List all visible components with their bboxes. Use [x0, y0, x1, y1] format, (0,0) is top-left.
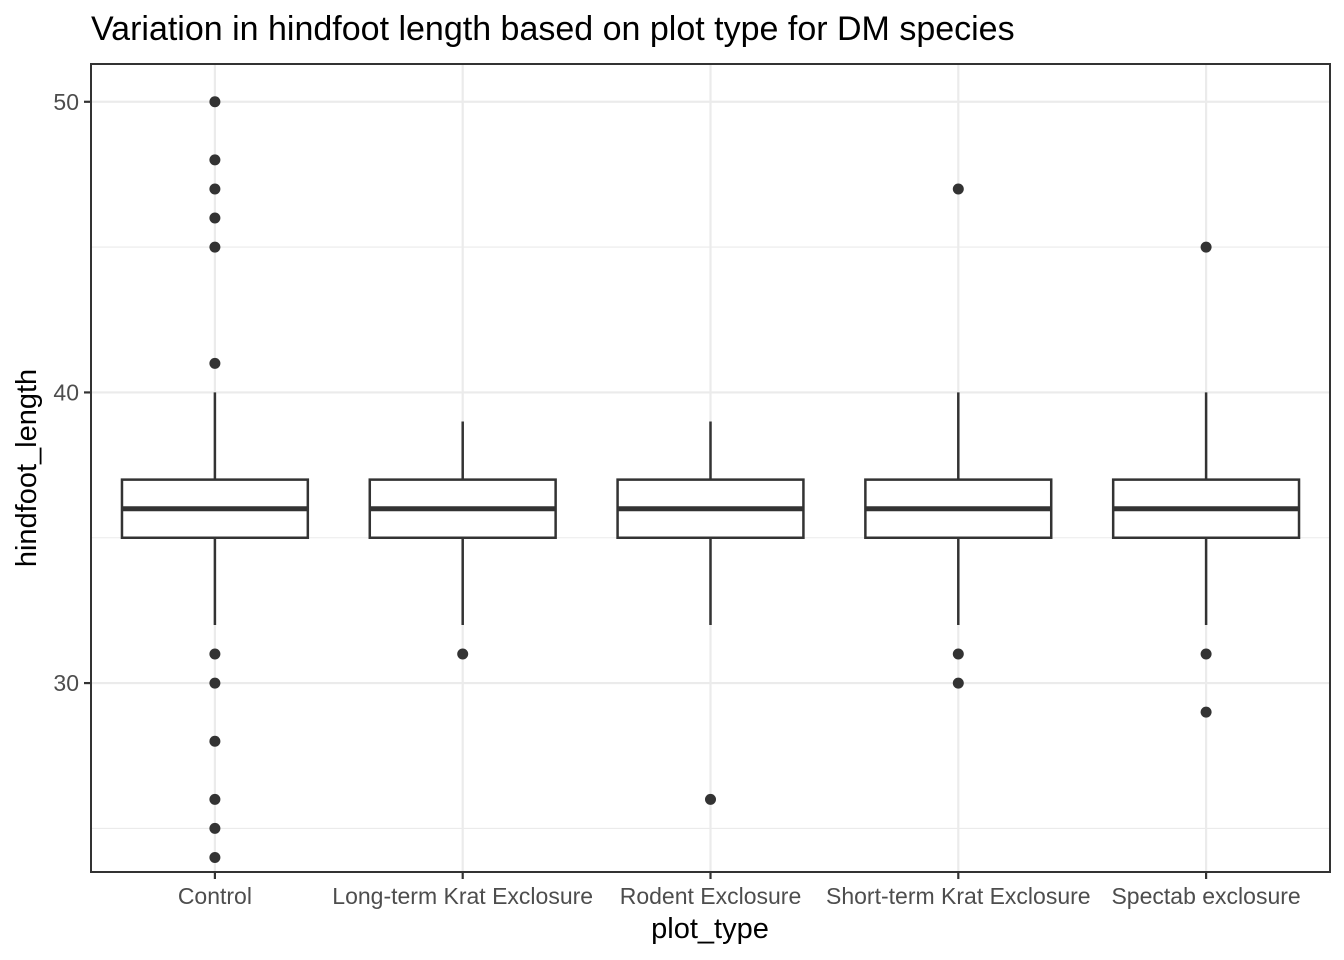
- x-tick-label: Rodent Exclosure: [620, 883, 802, 909]
- outlier-point: [209, 241, 221, 253]
- x-tick-label: Spectab exclosure: [1111, 883, 1300, 909]
- outlier-point: [209, 154, 221, 166]
- outlier-point: [1200, 648, 1212, 660]
- outlier-point: [209, 677, 221, 689]
- boxes: [120, 96, 1301, 863]
- outlier-point: [209, 793, 221, 805]
- outlier-point: [952, 677, 964, 689]
- x-axis-title: plot_type: [651, 913, 769, 945]
- outlier-point: [457, 648, 469, 660]
- outlier-point: [209, 822, 221, 834]
- outlier-point: [1200, 241, 1212, 253]
- outlier-point: [209, 357, 221, 369]
- outlier-point: [1200, 706, 1212, 718]
- outlier-point: [209, 183, 221, 195]
- y-tick-label: 30: [53, 670, 79, 696]
- outlier-point: [952, 648, 964, 660]
- outlier-point: [209, 735, 221, 747]
- box-group-long-term-krat-exclosure: [368, 421, 557, 660]
- outlier-point: [952, 183, 964, 195]
- axes: 30 40 50 Control Long-term Krat Exclosure Rod…: [53, 89, 1300, 909]
- y-axis-title: hindfoot_length: [11, 369, 43, 567]
- outlier-point: [209, 96, 221, 108]
- box-group-short-term-krat-exclosure: [864, 183, 1053, 689]
- x-tick-label: Short-term Krat Exclosure: [826, 883, 1091, 909]
- y-tick-label: 50: [53, 89, 79, 115]
- y-tick-label: 40: [53, 379, 79, 405]
- box-group-rodent-exclosure: [616, 421, 805, 805]
- box-group-control: [120, 96, 310, 863]
- box-group-spectab-exclosure: [1111, 241, 1301, 718]
- outlier-point: [209, 212, 221, 224]
- x-tick-label: Control: [178, 883, 252, 909]
- outlier-point: [705, 793, 716, 805]
- x-tick-label: Long-term Krat Exclosure: [332, 883, 593, 909]
- outlier-point: [209, 851, 221, 863]
- chart-title: Variation in hindfoot length based on pl…: [91, 10, 1015, 48]
- outlier-point: [209, 648, 221, 660]
